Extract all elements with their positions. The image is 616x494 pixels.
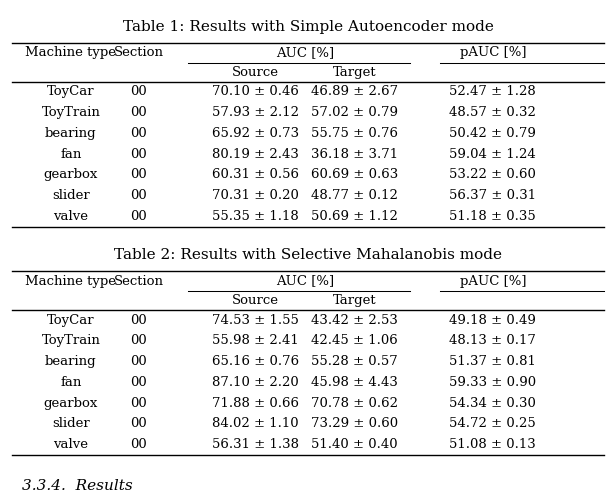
Text: 51.40 ± 0.40: 51.40 ± 0.40 [311, 438, 397, 451]
Text: 73.29 ± 0.60: 73.29 ± 0.60 [310, 417, 398, 430]
Text: 00: 00 [130, 148, 147, 161]
Text: 70.31 ± 0.20: 70.31 ± 0.20 [212, 189, 299, 202]
Text: bearing: bearing [45, 355, 97, 368]
Text: AUC [%]: AUC [%] [276, 46, 334, 59]
Text: 00: 00 [130, 314, 147, 327]
Text: 70.78 ± 0.62: 70.78 ± 0.62 [310, 397, 398, 410]
Text: ToyTrain: ToyTrain [41, 106, 100, 119]
Text: 56.37 ± 0.31: 56.37 ± 0.31 [449, 189, 537, 202]
Text: 00: 00 [130, 417, 147, 430]
Text: 71.88 ± 0.66: 71.88 ± 0.66 [212, 397, 299, 410]
Text: 00: 00 [130, 355, 147, 368]
Text: 59.04 ± 1.24: 59.04 ± 1.24 [450, 148, 536, 161]
Text: 54.72 ± 0.25: 54.72 ± 0.25 [450, 417, 536, 430]
Text: slider: slider [52, 417, 90, 430]
Text: 43.42 ± 2.53: 43.42 ± 2.53 [310, 314, 398, 327]
Text: 54.34 ± 0.30: 54.34 ± 0.30 [449, 397, 537, 410]
Text: ToyCar: ToyCar [47, 85, 95, 98]
Text: 59.33 ± 0.90: 59.33 ± 0.90 [449, 376, 537, 389]
Text: 45.98 ± 4.43: 45.98 ± 4.43 [310, 376, 398, 389]
Text: 00: 00 [130, 376, 147, 389]
Text: 55.98 ± 2.41: 55.98 ± 2.41 [213, 334, 299, 347]
Text: 60.31 ± 0.56: 60.31 ± 0.56 [212, 168, 299, 181]
Text: 57.93 ± 2.12: 57.93 ± 2.12 [212, 106, 299, 119]
Text: Section: Section [113, 275, 164, 288]
Text: 84.02 ± 1.10: 84.02 ± 1.10 [213, 417, 299, 430]
Text: Machine type: Machine type [25, 46, 116, 59]
Text: 60.69 ± 0.63: 60.69 ± 0.63 [310, 168, 398, 181]
Text: 00: 00 [130, 85, 147, 98]
Text: 51.37 ± 0.81: 51.37 ± 0.81 [449, 355, 537, 368]
Text: 48.77 ± 0.12: 48.77 ± 0.12 [310, 189, 398, 202]
Text: 48.57 ± 0.32: 48.57 ± 0.32 [449, 106, 537, 119]
Text: pAUC [%]: pAUC [%] [460, 275, 526, 288]
Text: 00: 00 [130, 106, 147, 119]
Text: Source: Source [232, 66, 279, 79]
Text: valve: valve [54, 438, 88, 451]
Text: 55.35 ± 1.18: 55.35 ± 1.18 [213, 210, 299, 223]
Text: 65.16 ± 0.76: 65.16 ± 0.76 [212, 355, 299, 368]
Text: 65.92 ± 0.73: 65.92 ± 0.73 [212, 127, 299, 140]
Text: 87.10 ± 2.20: 87.10 ± 2.20 [213, 376, 299, 389]
Text: Source: Source [232, 294, 279, 307]
Text: 3.3.4.  Results: 3.3.4. Results [22, 479, 132, 493]
Text: 74.53 ± 1.55: 74.53 ± 1.55 [212, 314, 299, 327]
Text: Section: Section [113, 46, 164, 59]
Text: 00: 00 [130, 210, 147, 223]
Text: Table 2: Results with Selective Mahalanobis mode: Table 2: Results with Selective Mahalano… [114, 248, 502, 262]
Text: 57.02 ± 0.79: 57.02 ± 0.79 [310, 106, 398, 119]
Text: 70.10 ± 0.46: 70.10 ± 0.46 [212, 85, 299, 98]
Text: gearbox: gearbox [44, 168, 98, 181]
Text: 46.89 ± 2.67: 46.89 ± 2.67 [310, 85, 398, 98]
Text: 00: 00 [130, 189, 147, 202]
Text: 80.19 ± 2.43: 80.19 ± 2.43 [212, 148, 299, 161]
Text: fan: fan [60, 376, 81, 389]
Text: gearbox: gearbox [44, 397, 98, 410]
Text: 55.75 ± 0.76: 55.75 ± 0.76 [310, 127, 398, 140]
Text: pAUC [%]: pAUC [%] [460, 46, 526, 59]
Text: 55.28 ± 0.57: 55.28 ± 0.57 [311, 355, 397, 368]
Text: 00: 00 [130, 397, 147, 410]
Text: 49.18 ± 0.49: 49.18 ± 0.49 [449, 314, 537, 327]
Text: AUC [%]: AUC [%] [276, 275, 334, 288]
Text: 00: 00 [130, 168, 147, 181]
Text: 50.42 ± 0.79: 50.42 ± 0.79 [449, 127, 537, 140]
Text: Machine type: Machine type [25, 275, 116, 288]
Text: valve: valve [54, 210, 88, 223]
Text: Table 1: Results with Simple Autoencoder mode: Table 1: Results with Simple Autoencoder… [123, 20, 493, 34]
Text: Target: Target [333, 294, 376, 307]
Text: 36.18 ± 3.71: 36.18 ± 3.71 [310, 148, 398, 161]
Text: 48.13 ± 0.17: 48.13 ± 0.17 [449, 334, 537, 347]
Text: 51.18 ± 0.35: 51.18 ± 0.35 [450, 210, 536, 223]
Text: bearing: bearing [45, 127, 97, 140]
Text: 53.22 ± 0.60: 53.22 ± 0.60 [449, 168, 537, 181]
Text: Target: Target [333, 66, 376, 79]
Text: ToyTrain: ToyTrain [41, 334, 100, 347]
Text: 00: 00 [130, 438, 147, 451]
Text: 52.47 ± 1.28: 52.47 ± 1.28 [450, 85, 536, 98]
Text: 00: 00 [130, 127, 147, 140]
Text: ToyCar: ToyCar [47, 314, 95, 327]
Text: 42.45 ± 1.06: 42.45 ± 1.06 [311, 334, 397, 347]
Text: 50.69 ± 1.12: 50.69 ± 1.12 [310, 210, 398, 223]
Text: slider: slider [52, 189, 90, 202]
Text: 56.31 ± 1.38: 56.31 ± 1.38 [212, 438, 299, 451]
Text: 00: 00 [130, 334, 147, 347]
Text: 51.08 ± 0.13: 51.08 ± 0.13 [450, 438, 536, 451]
Text: fan: fan [60, 148, 81, 161]
